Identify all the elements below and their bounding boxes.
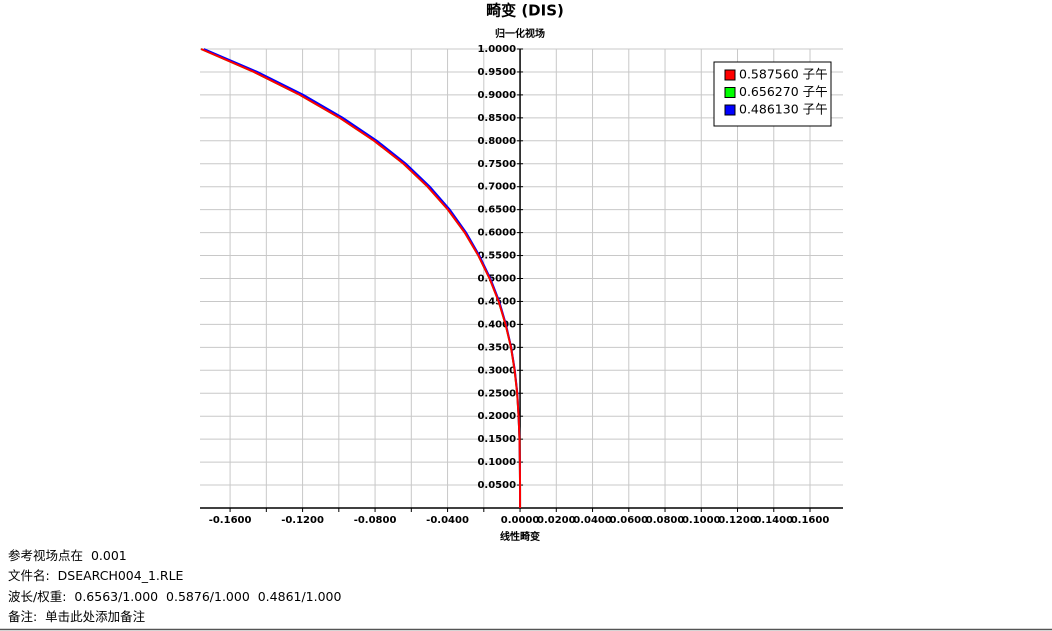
x-tick-label: 0.1200 bbox=[718, 515, 757, 526]
y-tick-label: 0.8000 bbox=[477, 136, 516, 147]
y-tick-label: 0.3500 bbox=[477, 342, 516, 353]
y-tick-label: 0.4500 bbox=[477, 296, 516, 307]
x-tick-label: -0.0800 bbox=[354, 515, 397, 526]
y-tick-label: 0.1000 bbox=[477, 457, 516, 468]
legend-label: 0.587560 子午 bbox=[739, 67, 828, 82]
y-tick-label: 1.0000 bbox=[477, 44, 516, 55]
x-tick-label: -0.1600 bbox=[209, 515, 252, 526]
x-tick-label: 0.1400 bbox=[754, 515, 793, 526]
x-tick-label: 0.1600 bbox=[791, 515, 830, 526]
x-tick-label: 0.0800 bbox=[646, 515, 685, 526]
x-tick-label: 0.0000 bbox=[501, 515, 540, 526]
y-tick-label: 0.1500 bbox=[477, 434, 516, 445]
x-tick-label: 0.0200 bbox=[537, 515, 576, 526]
series-line bbox=[200, 48, 522, 509]
y-tick-label: 0.6500 bbox=[477, 205, 516, 216]
y-tick-label: 0.2500 bbox=[477, 388, 516, 399]
legend-swatch bbox=[724, 104, 736, 116]
chart-title: 畸变 (DIS) bbox=[486, 2, 564, 20]
x-tick-label: 0.0600 bbox=[609, 515, 648, 526]
y-axis-label: 归一化视场 bbox=[495, 27, 545, 40]
y-tick-label: 0.4000 bbox=[477, 319, 516, 330]
y-tick-label: 0.7000 bbox=[477, 182, 516, 193]
footer-line: 备注: 单击此处添加备注 bbox=[8, 608, 146, 624]
y-tick-label: 0.0500 bbox=[477, 480, 516, 491]
legend-label: 0.486130 子午 bbox=[739, 102, 828, 117]
y-tick-label: 0.8500 bbox=[477, 113, 516, 124]
footer-line: 参考视场点在 0.001 bbox=[8, 548, 127, 563]
x-axis-label: 线性畸变 bbox=[500, 530, 540, 543]
legend-swatch bbox=[724, 69, 736, 81]
x-tick-label: -0.1200 bbox=[281, 515, 324, 526]
y-tick-label: 0.5500 bbox=[477, 251, 516, 262]
x-tick-label: 0.1000 bbox=[682, 515, 721, 526]
footer: 参考视场点在 0.001 文件名: DSEARCH004_1.RLE 波长/权重: … bbox=[8, 546, 341, 627]
y-tick-label: 0.9000 bbox=[477, 90, 516, 101]
legend-swatch bbox=[724, 87, 736, 98]
y-tick-label: 0.3000 bbox=[477, 365, 516, 376]
x-tick-label: -0.0400 bbox=[426, 515, 469, 526]
legend-label: 0.656270 子午 bbox=[739, 84, 828, 99]
footer-line: 文件名: DSEARCH004_1.RLE bbox=[8, 568, 184, 584]
footer-line: 波长/权重: 0.6563/1.000 0.5876/1.000 0.4861/… bbox=[8, 588, 342, 604]
y-tick-label: 0.9500 bbox=[477, 67, 516, 78]
y-tick-label: 0.6000 bbox=[477, 228, 516, 239]
x-tick-label: 0.0400 bbox=[573, 515, 612, 526]
y-tick-label: 0.2000 bbox=[477, 411, 516, 422]
y-tick-label: 0.5000 bbox=[477, 274, 516, 285]
y-tick-label: 0.7500 bbox=[477, 159, 516, 170]
